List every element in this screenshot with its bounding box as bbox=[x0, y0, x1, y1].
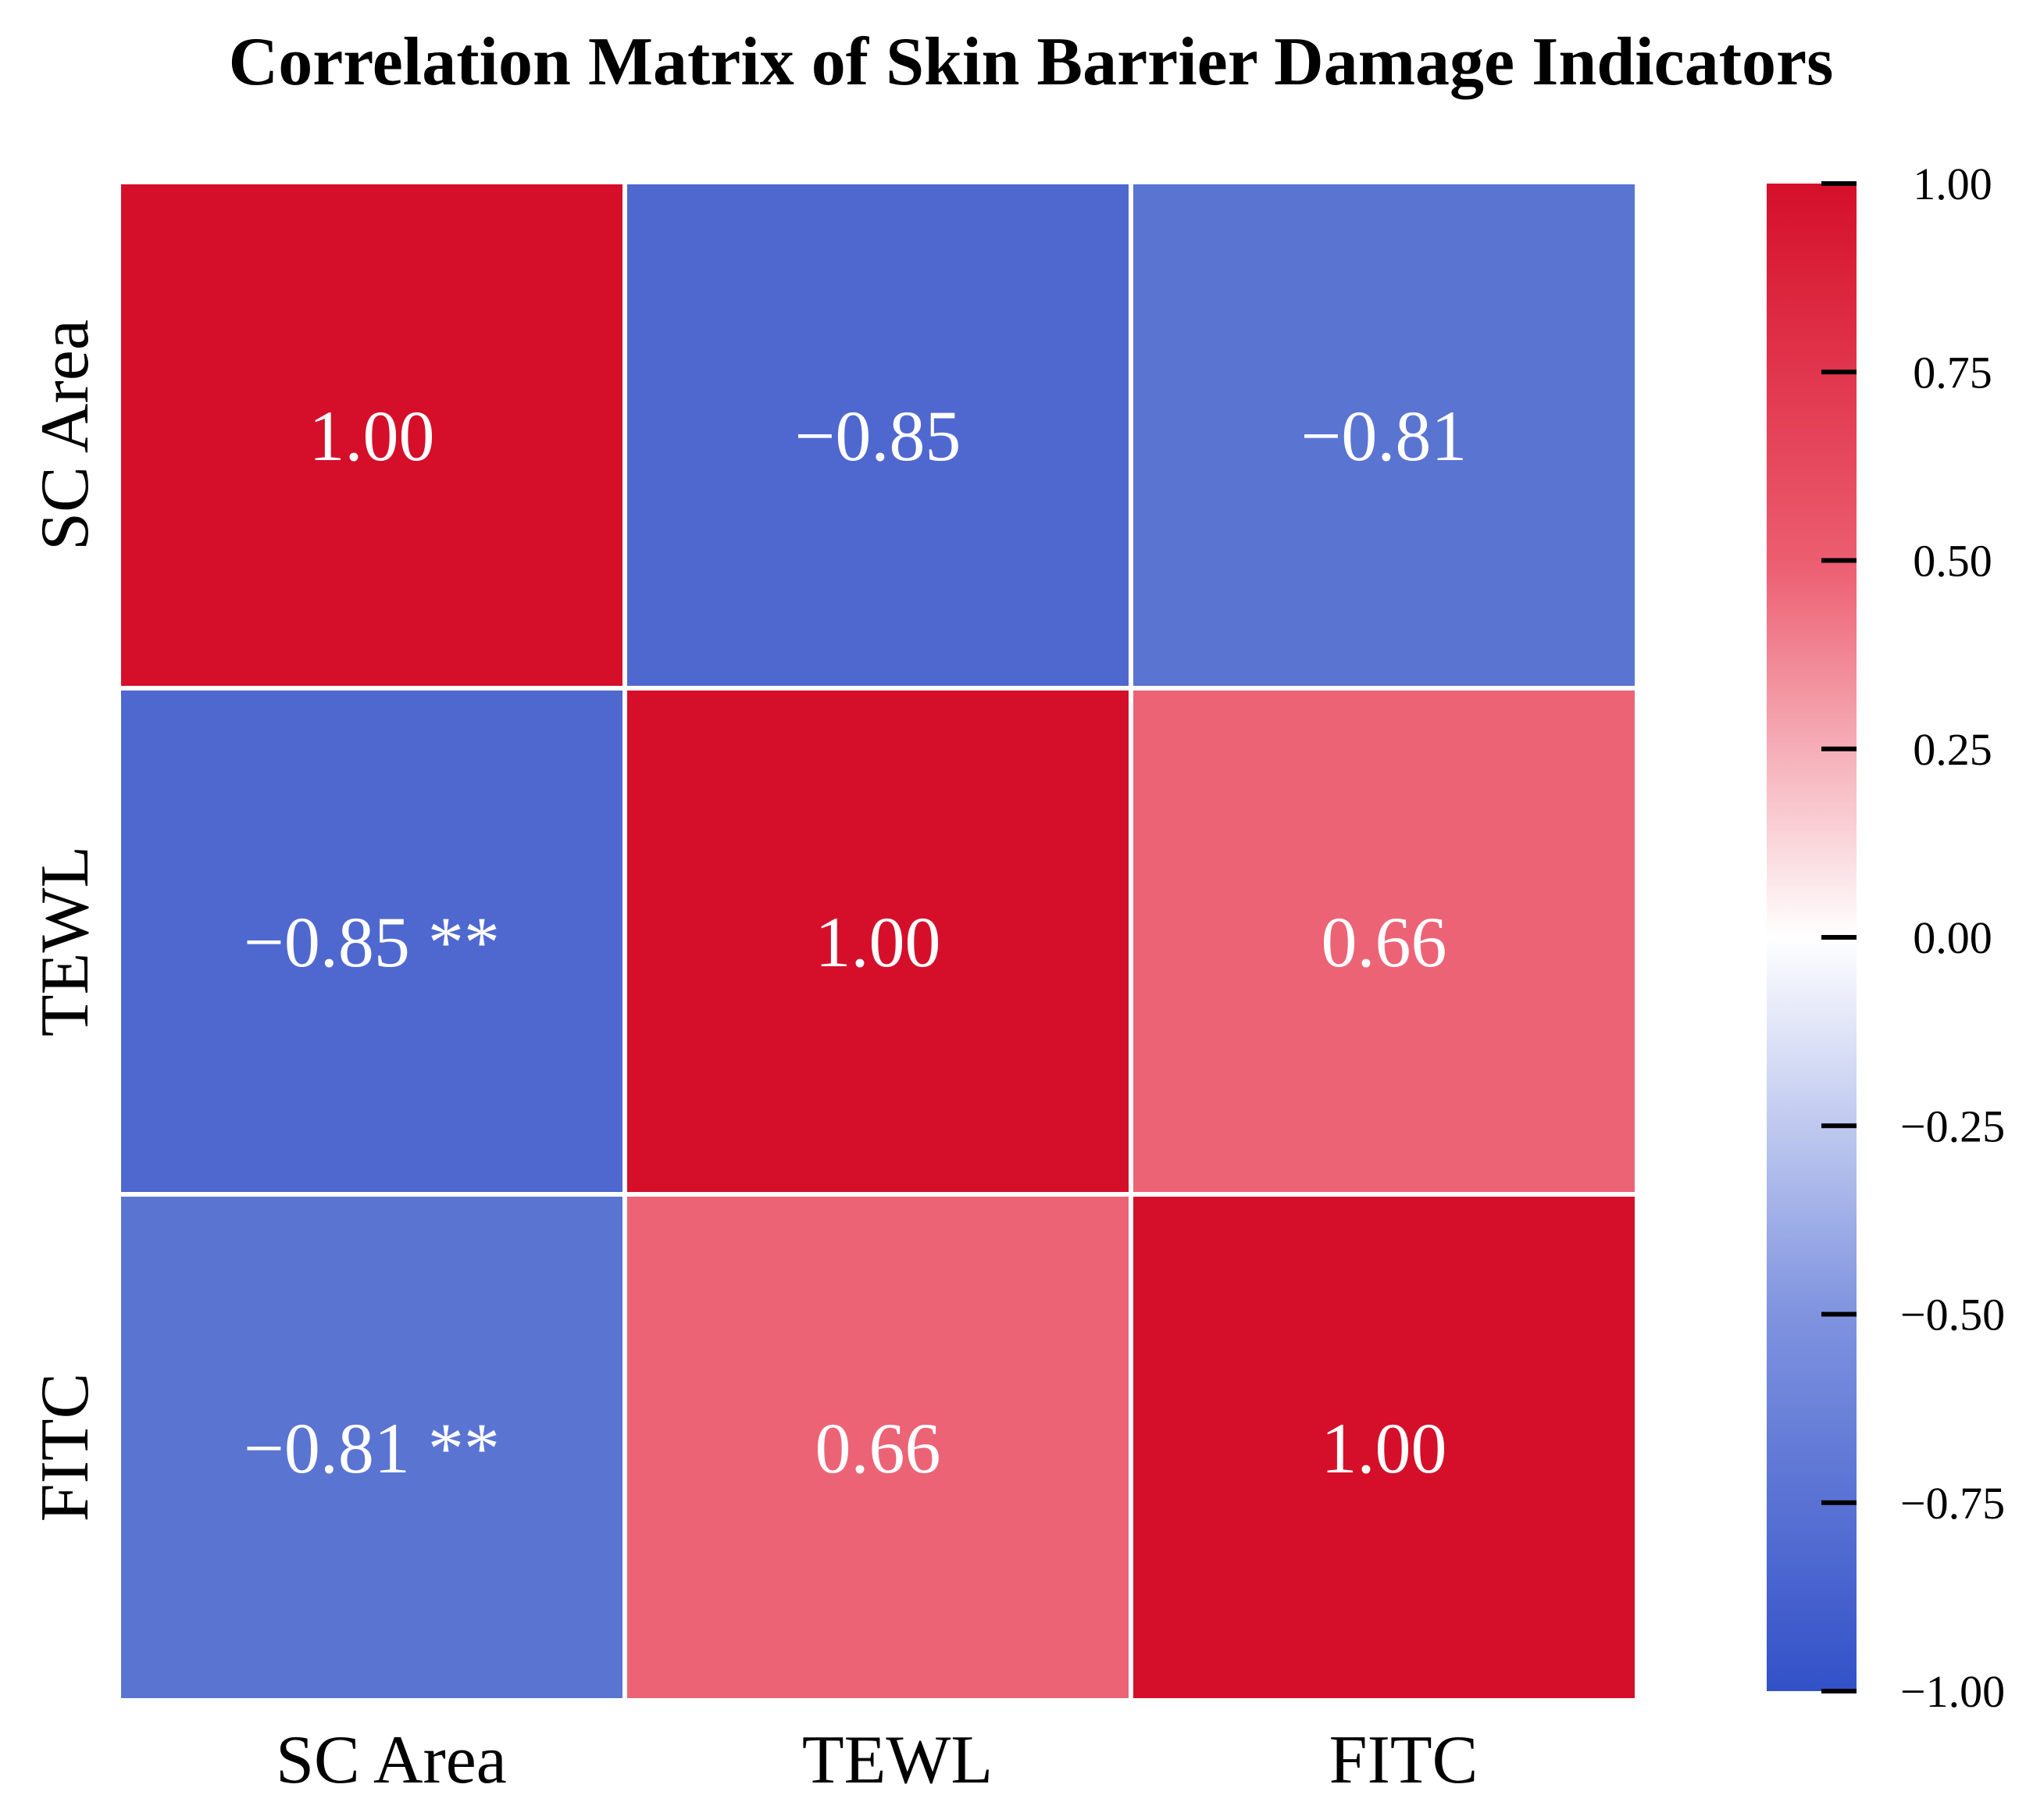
row-label-0: SC Area bbox=[27, 319, 103, 551]
colorbar-tick-label-4: 0.00 bbox=[1913, 912, 1992, 963]
cell-value-label-0-2: −0.81 bbox=[1301, 396, 1468, 476]
colorbar-tick-label-7: −0.75 bbox=[1900, 1478, 2005, 1529]
cell-value-label-1-2: 0.66 bbox=[1322, 902, 1447, 982]
column-label-2: FITC bbox=[1329, 1722, 1478, 1798]
row-label-1: TEWL bbox=[27, 846, 103, 1037]
column-labels: SC Area TEWL FITC bbox=[276, 1722, 1478, 1798]
colorbar-tick-label-0: 1.00 bbox=[1913, 159, 1992, 209]
heatmap-cell-0-0 bbox=[116, 180, 627, 691]
column-label-0: SC Area bbox=[276, 1722, 507, 1798]
cell-value-label-2-2: 1.00 bbox=[1322, 1408, 1447, 1488]
cell-value-label-2-1: 0.66 bbox=[815, 1408, 941, 1488]
colorbar-tick-label-8: −1.00 bbox=[1900, 1666, 2005, 1717]
chart-title: Correlation Matrix of Skin Barrier Damag… bbox=[229, 24, 1834, 100]
heatmap-cell-2-1 bbox=[622, 1192, 1133, 1703]
cell-value-label-0-1: −0.85 bbox=[795, 396, 961, 476]
cell-value-label-1-1: 1.00 bbox=[815, 902, 941, 982]
cell-value-label-2-0: −0.81 ** bbox=[244, 1408, 500, 1488]
heatmap-cell-1-0 bbox=[116, 686, 627, 1197]
heatmap-cell-2-0 bbox=[116, 1192, 627, 1703]
cell-value-label-0-0: 1.00 bbox=[309, 396, 435, 476]
heatmap-cell-1-1 bbox=[622, 686, 1133, 1197]
colorbar-tick-label-2: 0.50 bbox=[1913, 536, 1992, 587]
row-labels: SC Area TEWL FITC bbox=[27, 319, 103, 1522]
colorbar-ticks: 1.00 0.75 0.50 0.25 0.00 −0.25 −0.50 −0.75 −1.00 bbox=[1821, 159, 2005, 1717]
heatmap-cell-1-2 bbox=[1129, 686, 1639, 1197]
heatmap-cell-2-2 bbox=[1129, 1192, 1639, 1703]
heatmap-cell-0-1 bbox=[622, 180, 1133, 691]
heatmap-cells bbox=[116, 180, 1639, 1703]
colorbar-tick-label-5: −0.25 bbox=[1900, 1101, 2005, 1151]
heatmap-cell-labels: 1.00 −0.85 −0.81 −0.85 ** 1.00 0.66 −0.81 ** 0.… bbox=[244, 396, 1467, 1488]
colorbar-tick-label-1: 0.75 bbox=[1913, 347, 1992, 398]
colorbar-tick-label-3: 0.25 bbox=[1913, 724, 1992, 775]
column-label-1: TEWL bbox=[802, 1722, 993, 1798]
cell-value-label-1-0: −0.85 ** bbox=[244, 902, 500, 982]
colorbar-tick-label-6: −0.50 bbox=[1900, 1290, 2005, 1340]
heatmap-cell-0-2 bbox=[1129, 180, 1639, 691]
row-label-2: FITC bbox=[27, 1373, 103, 1522]
